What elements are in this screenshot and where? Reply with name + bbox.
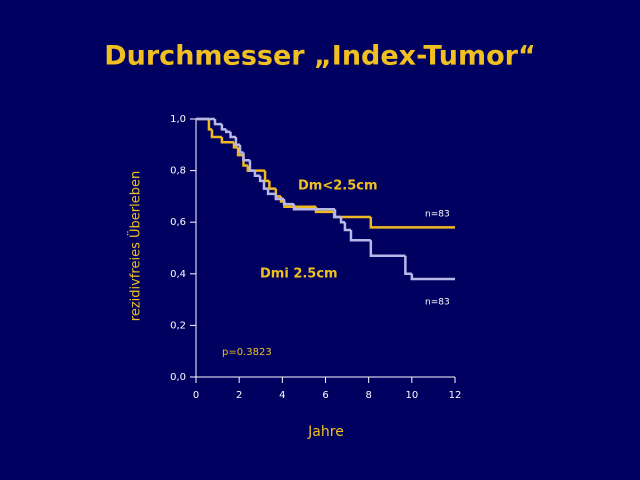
survival-step [274, 193, 285, 201]
survival-step [246, 165, 266, 172]
survival-step [266, 188, 276, 196]
series-label: Dmi 2.5cm [260, 267, 338, 282]
y-tick-label: 1,0 [170, 114, 186, 125]
survival-step [369, 217, 455, 229]
annotation: n=83 [425, 298, 450, 308]
y-tick-label: 0,2 [170, 320, 186, 331]
survival-step [349, 229, 371, 242]
survival-step [262, 180, 269, 190]
survival-step [220, 124, 227, 131]
x-tick-label: 10 [405, 390, 418, 401]
x-tick-label: 8 [365, 390, 371, 401]
survival-step [213, 119, 222, 126]
survival-step [333, 209, 342, 219]
survival-step [232, 142, 239, 149]
survival-step [343, 222, 351, 232]
survival-step [258, 175, 264, 183]
x-tick-label: 2 [236, 390, 242, 401]
survival-step [263, 170, 270, 183]
survival-step [238, 144, 244, 154]
x-tick-label: 4 [279, 390, 285, 401]
survival-step [234, 137, 241, 147]
annotation: n=83 [425, 210, 450, 220]
survival-step [207, 119, 212, 131]
survival-step [224, 129, 231, 134]
y-tick-label: 0,0 [170, 372, 186, 383]
survival-step [220, 137, 234, 144]
survival-step [404, 255, 412, 276]
survival-step [369, 240, 406, 257]
x-tick-label: 0 [193, 390, 199, 401]
survival-step [229, 131, 236, 139]
survival-step [410, 273, 455, 281]
chart-title: Durchmesser „Index-Tumor“ [104, 41, 536, 72]
annotation: p=0.3823 [222, 347, 272, 358]
survival-step [253, 170, 261, 178]
survival-step [210, 129, 222, 139]
survival-step [292, 204, 335, 211]
survival-step [339, 217, 345, 224]
y-tick-label: 0,8 [170, 166, 186, 177]
y-axis-label: rezidivfreies Überleben [127, 171, 144, 321]
x-tick-label: 6 [322, 390, 328, 401]
survival-step [242, 152, 250, 162]
y-tick-label: 0,6 [170, 217, 186, 228]
x-axis-label: Jahre [307, 424, 344, 440]
survival-step [268, 180, 276, 190]
survival-step [236, 147, 244, 157]
y-tick-label: 0,4 [170, 269, 186, 280]
series-label: Dm<2.5cm [298, 179, 378, 194]
survival-step [282, 198, 294, 206]
x-tick-label: 12 [449, 390, 462, 401]
survival-step [248, 160, 255, 172]
